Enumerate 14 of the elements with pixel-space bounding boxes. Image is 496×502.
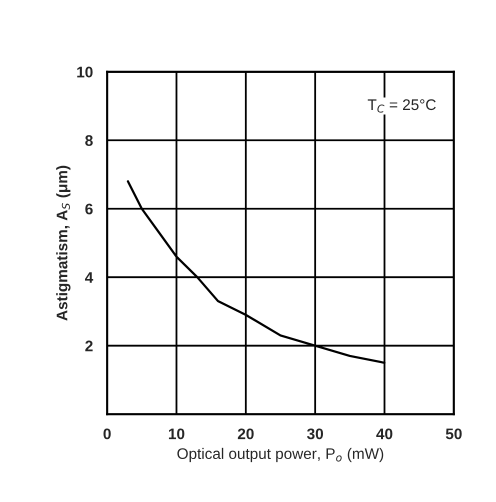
y-tick-label: 8: [85, 135, 93, 146]
y-tick-label: 6: [85, 204, 93, 214]
x-tick-label: 20: [238, 428, 254, 440]
x-tick-label: 30: [307, 428, 324, 440]
y-tick-label: 4: [84, 272, 94, 283]
y-axis-title: Astigmatism, A$_{S}$ (μm): [56, 166, 70, 321]
x-tick-label: 10: [168, 428, 184, 440]
x-tick-label: 40: [376, 428, 392, 440]
y-tick-label: 2: [85, 340, 93, 352]
annotation: T$_{C}$ = 25°C: [368, 99, 436, 113]
y-tick-label: 10: [77, 66, 93, 78]
x-tick-label: 0: [103, 428, 111, 440]
x-axis-title: Optical output power, P$_{o}$ (mW): [177, 448, 384, 462]
x-tick-label: 50: [446, 428, 462, 440]
